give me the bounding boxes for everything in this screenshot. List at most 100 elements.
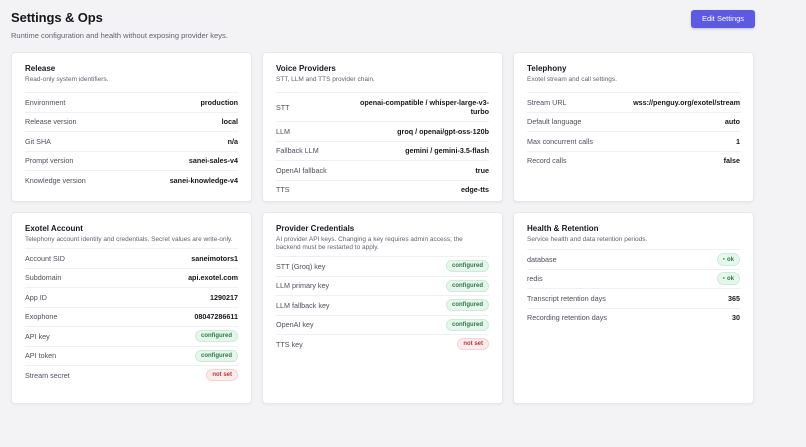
row-transcript-retention: Transcript retention days 365 [527, 288, 740, 308]
row-value: auto [724, 117, 740, 127]
row-label: App ID [25, 292, 47, 302]
card-title: Voice Providers [276, 64, 336, 73]
row-api-key: API key configured [25, 326, 238, 346]
row-label: OpenAI fallback [276, 165, 327, 175]
row-label: Max concurrent calls [527, 136, 593, 146]
row-label: TTS key [276, 339, 303, 349]
row-label: TTS [276, 185, 290, 195]
release-rows: Environment production Release version loc… [25, 92, 238, 190]
exotel-rows: Account SID saneimotors1 Subdomain api.exo… [25, 248, 238, 385]
release-card: Release Read-only system identifiers. En… [11, 52, 252, 202]
row-label: Stream secret [25, 370, 70, 380]
row-label: STT [276, 102, 290, 112]
status-badge: ok [716, 252, 740, 266]
row-app-id: App ID 1290217 [25, 287, 238, 307]
card-description: AI provider API keys. Changing a key req… [276, 236, 463, 251]
page-title: Settings & Ops [11, 10, 103, 25]
exotel-account-card: Exotel Account Telephony account identit… [11, 212, 252, 404]
row-label: OpenAI key [276, 320, 314, 330]
row-label: Knowledge version [25, 175, 86, 185]
card-description: Service health and data retention period… [527, 236, 648, 243]
row-value: sanei-sales-v4 [188, 156, 238, 166]
row-prompt-version: Prompt version sanei-sales-v4 [25, 150, 238, 171]
row-tts: TTS edge-tts [276, 179, 489, 200]
row-value: production [200, 97, 238, 107]
card-title: Health & Retention [527, 224, 599, 233]
status-badge: configured [446, 299, 489, 312]
row-llm-primary-key: LLM primary key configured [276, 275, 489, 296]
row-value: true [475, 165, 489, 175]
row-label: Subdomain [25, 273, 62, 283]
row-label: Release version [25, 117, 77, 127]
row-label: STT (Groq) key [276, 261, 326, 271]
row-value: groq / openai/gpt-oss-120b [397, 126, 489, 136]
card-description: Exotel stream and call settings. [527, 76, 617, 83]
row-environment: Environment production [25, 92, 238, 112]
row-label: Recording retention days [527, 313, 607, 323]
credentials-rows: STT (Groq) key configured LLM primary key… [276, 256, 489, 354]
row-tts-key: TTS key not set [276, 334, 489, 354]
row-redis: redis ok [527, 268, 740, 289]
row-recording-retention: Recording retention days 30 [527, 307, 740, 328]
row-label: LLM [276, 126, 290, 136]
card-title: Provider Credentials [276, 224, 355, 233]
row-exophone: Exophone 08047286611 [25, 306, 238, 327]
row-value: gemini / gemini-3.5-flash [405, 146, 489, 156]
row-default-language: Default language auto [527, 111, 740, 132]
card-title: Telephony [527, 64, 567, 73]
row-value: saneimotors1 [191, 253, 238, 263]
edit-settings-button[interactable]: Edit Settings [691, 10, 755, 28]
row-label: Fallback LLM [276, 146, 319, 156]
status-badge: configured [195, 330, 238, 343]
row-value: 1290217 [210, 292, 238, 302]
row-llm-fallback-key: LLM fallback key configured [276, 295, 489, 315]
row-label: Record calls [527, 156, 567, 166]
row-value: openai-compatible / whisper-large-v3-tur… [359, 98, 489, 116]
row-record-calls: Record calls false [527, 150, 740, 171]
row-stt: STT openai-compatible / whisper-large-v3-… [276, 92, 489, 121]
row-label: Exophone [25, 312, 58, 322]
row-git-sha: Git SHA n/a [25, 131, 238, 151]
row-stt-key: STT (Groq) key configured [276, 256, 489, 276]
row-max-concurrent-calls: Max concurrent calls 1 [527, 131, 740, 151]
row-stream-secret: Stream secret not set [25, 365, 238, 385]
row-label: Transcript retention days [527, 293, 606, 303]
row-value: n/a [227, 136, 238, 146]
row-value: 365 [728, 293, 740, 303]
row-value: wss://penguy.org/exotel/stream [633, 97, 740, 107]
card-title: Release [25, 64, 56, 73]
row-subdomain: Subdomain api.exotel.com [25, 267, 238, 288]
card-description: Read-only system identifiers. [25, 76, 109, 83]
status-badge: not set [457, 338, 489, 351]
telephony-rows: Stream URL wss://penguy.org/exotel/stream… [527, 92, 740, 170]
row-api-token: API token configured [25, 345, 238, 366]
row-label: LLM primary key [276, 281, 330, 291]
row-label: Git SHA [25, 136, 51, 146]
status-badge: configured [446, 318, 489, 331]
row-llm: LLM groq / openai/gpt-oss-120b [276, 121, 489, 141]
card-description: Telephony account identity and credentia… [25, 236, 233, 243]
voice-rows: STT openai-compatible / whisper-large-v3-… [276, 92, 489, 199]
row-value: edge-tts [461, 185, 489, 195]
row-label: LLM fallback key [276, 300, 330, 310]
row-stream-url: Stream URL wss://penguy.org/exotel/stream [527, 92, 740, 112]
row-label: Environment [25, 97, 66, 107]
voice-providers-card: Voice Providers STT, LLM and TTS provide… [262, 52, 503, 202]
row-release-version: Release version local [25, 111, 238, 132]
row-database: database ok [527, 249, 740, 269]
telephony-card: Telephony Exotel stream and call setting… [513, 52, 754, 202]
row-value: 1 [736, 136, 740, 146]
row-value: sanei-knowledge-v4 [169, 175, 238, 185]
row-account-sid: Account SID saneimotors1 [25, 248, 238, 268]
status-badge: configured [195, 349, 238, 362]
row-label: API key [25, 331, 50, 341]
card-title: Exotel Account [25, 224, 83, 233]
row-fallback-llm: Fallback LLM gemini / gemini-3.5-flash [276, 140, 489, 161]
row-value: false [723, 156, 740, 166]
health-retention-card: Health & Retention Service health and da… [513, 212, 754, 404]
card-description: STT, LLM and TTS provider chain. [276, 76, 375, 83]
row-label: redis [527, 274, 543, 284]
row-openai-key: OpenAI key configured [276, 314, 489, 335]
status-badge: configured [446, 279, 489, 292]
row-label: Prompt version [25, 156, 74, 166]
